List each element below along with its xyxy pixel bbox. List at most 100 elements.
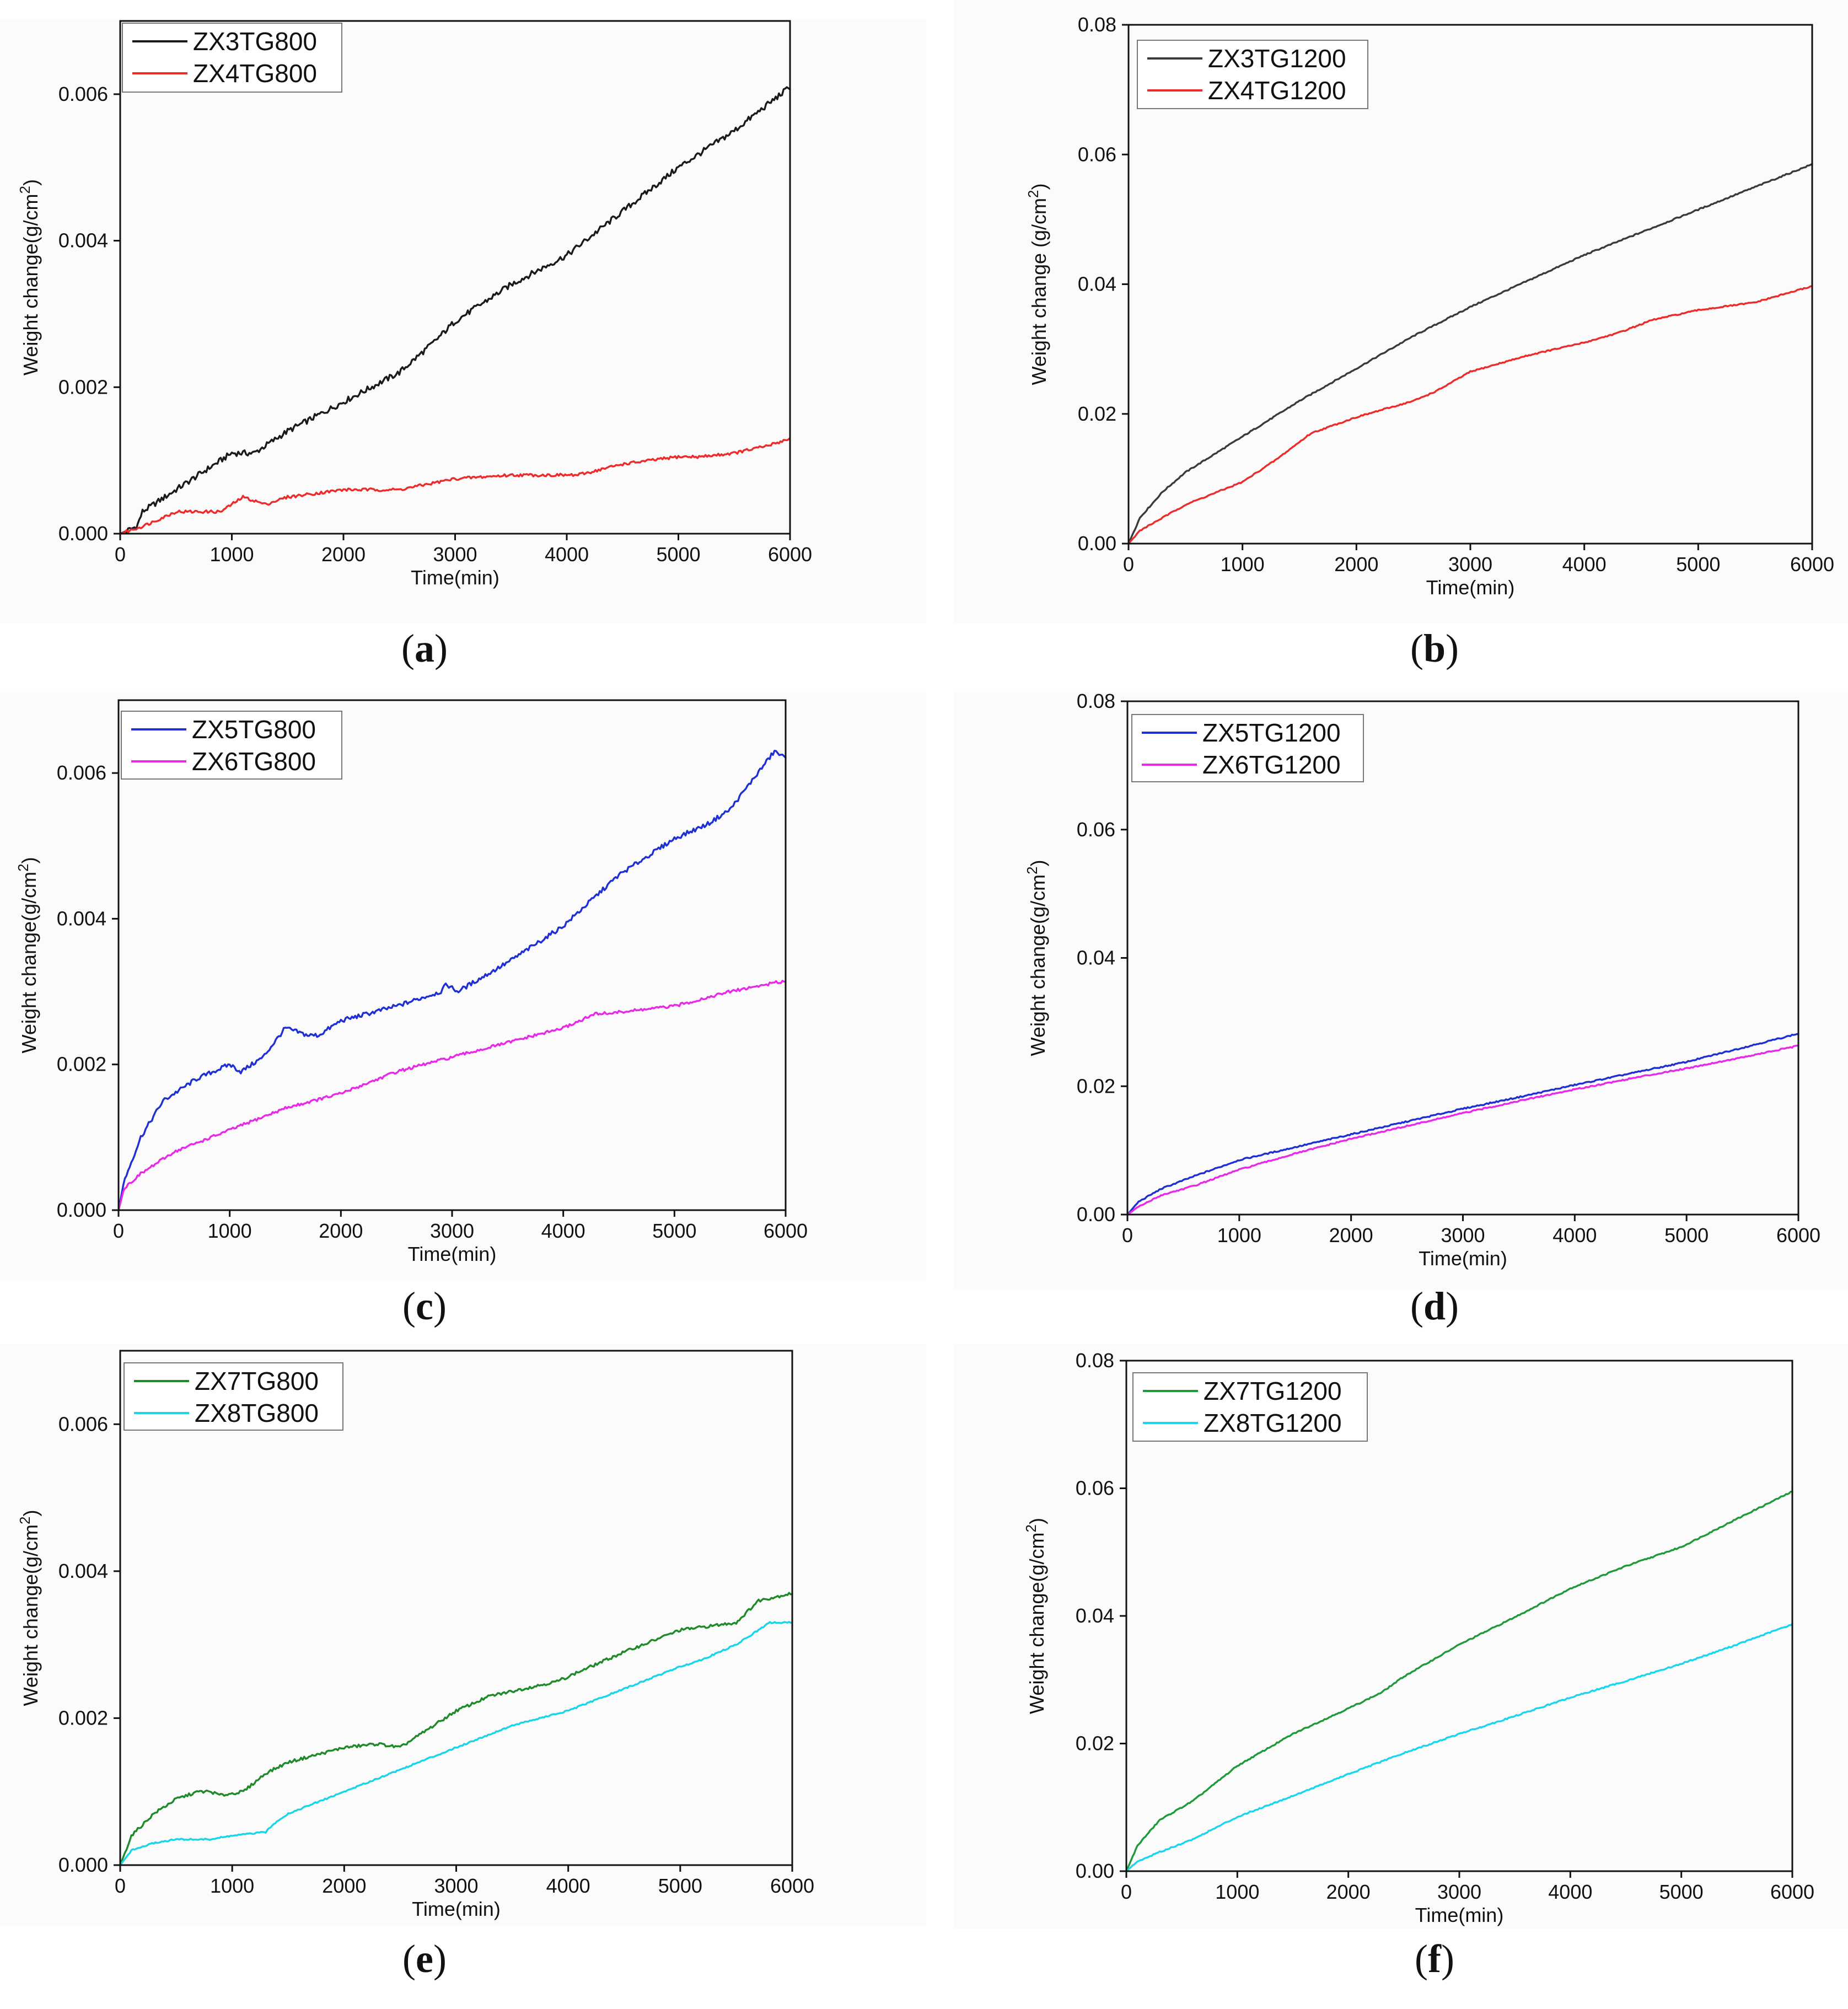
panel-caption: (d) [1410,1284,1459,1328]
x-tick-label: 4000 [545,543,589,566]
y-axis-title: Weight change (g/cm2) [1025,184,1050,385]
x-tick-label: 5000 [652,1220,696,1242]
caption-paren-open: ( [1410,626,1423,670]
series-line-ZX7TG1200 [1126,1490,1793,1871]
series-line-ZX6TG800 [119,980,787,1210]
y-axis-title-superscript: 2 [1024,867,1040,874]
legend-label: ZX3TG800 [193,27,317,56]
y-axis-title-text: Weight change(g/cm [19,1524,42,1706]
x-tick-label: 6000 [764,1220,808,1242]
x-tick-label: 4000 [546,1874,590,1897]
y-axis-title-superscript: 2 [1025,190,1041,198]
x-axis-title: Time(min) [1419,1247,1507,1270]
y-axis-title-superscript: 2 [17,1517,33,1524]
caption-letter: a [415,626,434,670]
legend-label: ZX8TG800 [195,1399,319,1427]
legend: ZX7TG1200 ZX8TG1200 [1132,1372,1368,1442]
y-tick-label: 0.02 [1078,402,1116,425]
series-line-ZX5TG1200 [1127,1033,1799,1215]
y-tick-label: 0.006 [58,83,108,105]
legend: ZX7TG800 ZX8TG800 [123,1362,343,1431]
legend: ZX5TG1200 ZX6TG1200 [1131,714,1364,782]
x-tick-label: 0 [1121,1881,1132,1903]
panel-caption: (a) [401,626,448,670]
y-axis-title-close: ) [1025,1518,1048,1524]
chart-panel-c: 0 1000 2000 3000 4000 5000 6000 0.000 0.002 0.004… [0,692,926,1328]
y-tick-label: 0.08 [1077,690,1115,712]
x-tick-label: 6000 [1776,1224,1820,1247]
legend-box [1137,40,1368,109]
y-tick-label: 0.04 [1078,273,1116,296]
series-group [120,1592,793,1865]
series-group [1129,163,1813,544]
x-tick-label: 3000 [433,543,477,566]
caption-paren-open: ( [402,1284,416,1328]
series-group [1127,1033,1799,1215]
x-tick-label: 0 [115,543,126,566]
x-tick-label: 1000 [1217,1224,1261,1247]
caption-letter: f [1428,1937,1442,1981]
y-tick-label: 0.000 [58,522,108,545]
caption-paren-close: ) [1446,626,1459,670]
x-tick-label: 6000 [1790,553,1834,576]
legend-label: ZX4TG1200 [1208,76,1346,105]
x-tick-label: 3000 [434,1874,478,1897]
x-tick-label: 1000 [209,543,254,566]
series-line-ZX5TG800 [119,750,787,1210]
y-axis-title-superscript: 2 [17,186,33,194]
x-tick-label: 5000 [1664,1224,1709,1247]
x-tick-label: 6000 [1770,1881,1814,1903]
chart-panel-e: 0 1000 2000 3000 4000 5000 6000 0.000 0.002 0.004… [0,1344,926,1981]
x-tick-label: 1000 [208,1220,252,1242]
x-tick-label: 4000 [1552,1224,1597,1247]
x-axis-title: Time(min) [408,1243,497,1265]
y-tick-label: 0.004 [57,907,106,930]
series-line-ZX7TG800 [120,1592,793,1865]
y-axis-title-text: Weight change(g/cm [1025,1532,1048,1714]
x-tick-label: 4000 [1548,1881,1592,1903]
x-tick-label: 4000 [1562,553,1607,576]
y-axis-title: Weight change(g/cm2) [1024,860,1049,1056]
caption-paren-open: ( [402,1937,416,1981]
legend-label: ZX5TG800 [192,715,316,744]
panel-background [954,1344,1848,1929]
chart-panel-f: 0 1000 2000 3000 4000 5000 6000 0.00 0.02 0.04 0.0… [954,1344,1848,1981]
legend-label: ZX8TG1200 [1204,1409,1342,1437]
legend-label: ZX7TG800 [195,1367,319,1395]
legend-box [1131,714,1364,782]
y-tick-label: 0.00 [1078,532,1116,555]
y-axis-title-text: Weight change(g/cm [18,872,40,1054]
y-tick-label: 0.002 [58,1706,108,1729]
panel-caption: (e) [402,1937,447,1981]
caption-letter: c [416,1284,433,1328]
x-tick-label: 5000 [1676,553,1720,576]
y-tick-label: 0.06 [1077,818,1115,841]
y-tick-label: 0.006 [58,1412,108,1435]
x-tick-label: 2000 [321,543,366,566]
caption-paren-open: ( [1410,1284,1423,1328]
chart-panel-a: 0 1000 2000 3000 4000 5000 6000 0.000 0.002 0.004… [0,19,926,670]
chart-panel-b: 0 1000 2000 3000 4000 5000 6000 0.00 0.02 0.04 0.0… [954,0,1848,670]
y-axis-title-superscript: 2 [1023,1524,1039,1532]
panel-background [0,1344,926,1926]
y-axis-title-close: ) [18,857,40,864]
x-tick-label: 0 [1122,1224,1133,1247]
y-axis-title: Weight change(g/cm2) [1023,1518,1048,1714]
caption-paren-open: ( [1415,1937,1428,1981]
caption-letter: d [1423,1284,1446,1328]
x-tick-label: 2000 [322,1874,366,1897]
caption-letter: b [1423,626,1446,670]
y-tick-label: 0.000 [58,1854,108,1876]
legend: ZX3TG800 ZX4TG800 [122,23,342,93]
series-line-ZX4TG800 [120,437,791,534]
y-tick-label: 0.02 [1076,1732,1114,1755]
panel-caption: (f) [1415,1937,1454,1981]
y-tick-label: 0.002 [58,375,108,398]
y-tick-label: 0.06 [1078,143,1116,165]
legend-label: ZX5TG1200 [1202,718,1341,747]
x-axis-title: Time(min) [1415,1904,1504,1926]
y-tick-label: 0.06 [1076,1477,1114,1500]
y-tick-label: 0.08 [1078,13,1116,36]
x-axis-title: Time(min) [1426,576,1515,599]
legend-box [122,23,342,93]
